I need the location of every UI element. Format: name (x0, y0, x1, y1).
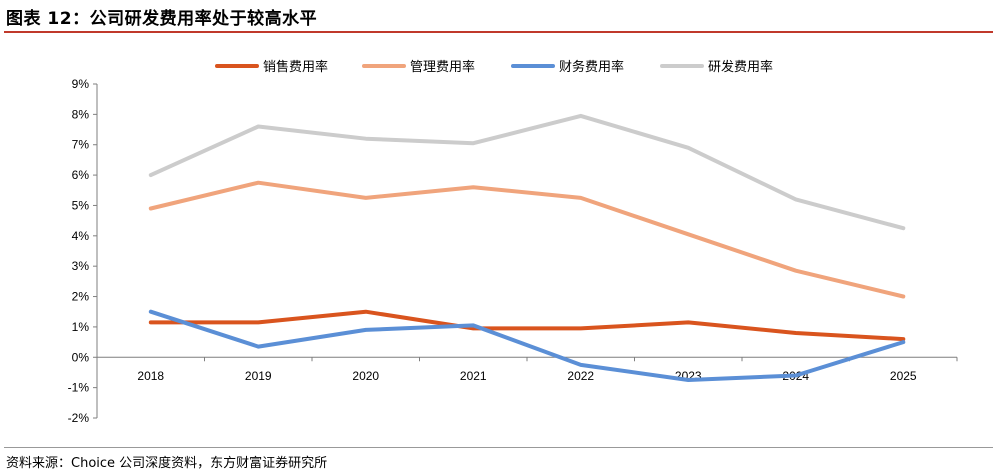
y-tick-label: 1% (72, 320, 90, 334)
source-rule (4, 447, 993, 448)
title-rule (4, 31, 993, 33)
y-tick-label: 7% (72, 138, 90, 152)
x-tick-label: 2020 (352, 369, 379, 383)
series-line-1 (148, 309, 906, 342)
y-tick-label: 5% (72, 198, 90, 212)
y-tick-label: 4% (72, 229, 90, 243)
y-tick-label: 6% (72, 168, 90, 182)
legend-label-2: 管理费用率 (410, 59, 475, 75)
legend-label-1: 销售费用率 (263, 59, 328, 75)
y-tick-label: 8% (72, 107, 90, 121)
y-tick-label: 2% (72, 290, 90, 304)
figure-title: 图表 12：公司研发费用率处于较高水平 (6, 9, 318, 29)
x-tick-label: 2025 (890, 369, 917, 383)
y-tick-label: -1% (68, 381, 90, 395)
source-note: 资料来源：Choice 公司深度资料，东方财富证券研究所 (6, 456, 328, 471)
x-tick-label: 2019 (245, 369, 272, 383)
legend-label-4: 研发费用率 (708, 59, 773, 75)
y-tick-label: 3% (72, 259, 90, 273)
legend-label-3: 财务费用率 (559, 59, 624, 75)
y-tick-label: 0% (72, 350, 90, 364)
x-tick-label: 2018 (137, 369, 164, 383)
x-tick-label: 2021 (460, 369, 487, 383)
series-line-3 (148, 309, 906, 382)
x-tick-label: 2022 (567, 369, 594, 383)
series-line-4 (148, 113, 906, 231)
series-line-2 (148, 180, 906, 299)
y-tick-label: 9% (72, 77, 90, 91)
y-tick-label: -2% (68, 411, 90, 425)
